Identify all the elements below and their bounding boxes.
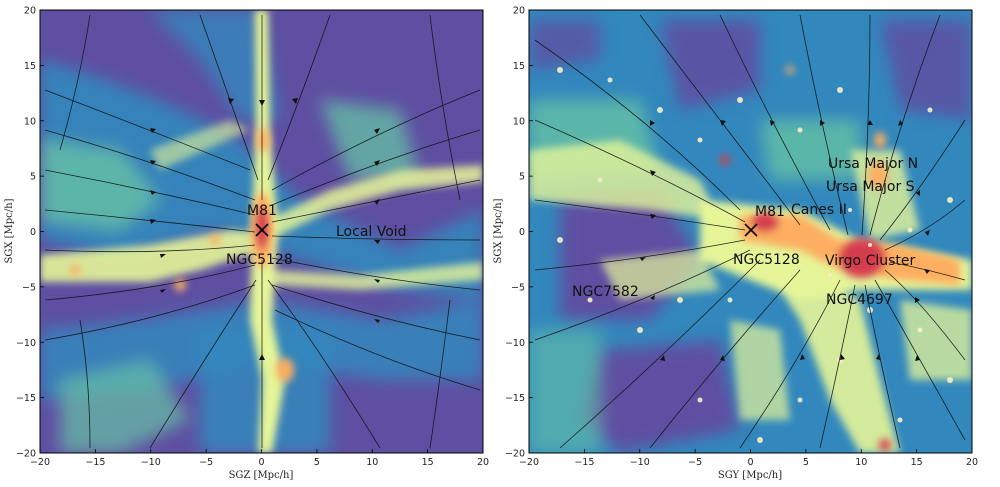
x-tick-label: 10 (855, 457, 867, 468)
left-y-axis-label: SGX [Mpc/h] (4, 198, 15, 263)
annotation-m81-right: M81 (755, 204, 785, 220)
y-tick-label: 10 (24, 116, 36, 127)
annotation-virgo-cluster: Virgo Cluster (825, 253, 916, 269)
y-tick-label: 5 (519, 172, 525, 183)
left-arrowheads (150, 98, 380, 360)
annotation-ngc4697: NGC4697 (826, 292, 893, 308)
right-y-axis-label: SGX [Mpc/h] (493, 198, 504, 263)
annotation-ursa-major-n: Ursa Major N (828, 156, 918, 172)
annotation-ngc7582: NGC7582 (572, 284, 639, 300)
annotation-canes-ii: Canes II (791, 202, 847, 218)
x-tick-label: 20 (966, 457, 978, 468)
x-tick-label: −5 (688, 457, 702, 468)
left-streamlines (44, 14, 481, 449)
right-galaxy-dots (557, 67, 953, 443)
left-axes: −20 −15 −10 −5 0 5 10 15 20 20 15 10 5 0 −5 −10 −15 −20 (16, 6, 489, 469)
y-tick-label: −20 (16, 449, 36, 460)
x-tick-label: 10 (366, 457, 378, 468)
right-x-axis-label: SGY [Mpc/h] (718, 470, 782, 481)
x-tick-label: −15 (574, 457, 594, 468)
y-tick-label: −5 (22, 282, 36, 293)
y-tick-label: −10 (16, 338, 36, 349)
y-tick-label: 5 (30, 172, 36, 183)
y-tick-label: −5 (511, 282, 525, 293)
annotation-ngc5128-right: NGC5128 (733, 252, 800, 268)
right-arrowheads (640, 120, 930, 361)
x-tick-label: 5 (314, 457, 320, 468)
y-tick-label: 10 (513, 116, 525, 127)
right-axes: −20 −15 −10 −5 0 5 10 15 20 20 15 10 5 0 −5 −10 −15 −20 (505, 6, 978, 469)
y-tick-label: 15 (24, 61, 36, 72)
y-tick-label: −15 (505, 393, 525, 404)
y-tick-label: 0 (30, 227, 36, 238)
x-tick-label: −10 (141, 457, 161, 468)
annotation-ngc5128-left: NGC5128 (226, 252, 293, 268)
x-tick-label: −20 (30, 457, 50, 468)
annotation-m81-left: M81 (247, 203, 277, 219)
left-cross-marker (255, 223, 269, 237)
left-x-axis-label: SGZ [Mpc/h] (229, 470, 294, 481)
annotation-local-void: Local Void (336, 224, 407, 240)
y-tick-label: −10 (505, 338, 525, 349)
y-tick-label: 0 (519, 227, 525, 238)
y-tick-label: 20 (24, 6, 36, 17)
annotation-ursa-major-s: Ursa Major S (826, 179, 915, 195)
x-tick-label: −5 (199, 457, 213, 468)
x-tick-label: 5 (803, 457, 809, 468)
x-tick-label: 0 (747, 457, 753, 468)
x-tick-label: −20 (519, 457, 539, 468)
x-tick-label: 15 (422, 457, 434, 468)
y-tick-label: 15 (513, 61, 525, 72)
x-tick-label: 20 (477, 457, 489, 468)
y-tick-label: −20 (505, 449, 525, 460)
x-tick-label: −15 (85, 457, 105, 468)
x-tick-label: 0 (258, 457, 264, 468)
y-tick-label: 20 (513, 6, 525, 17)
left-density-map (40, 10, 483, 453)
x-tick-label: 15 (911, 457, 923, 468)
y-tick-label: −15 (16, 393, 36, 404)
right-cross-marker (744, 223, 758, 237)
x-tick-label: −10 (630, 457, 650, 468)
right-density-map (529, 10, 972, 453)
